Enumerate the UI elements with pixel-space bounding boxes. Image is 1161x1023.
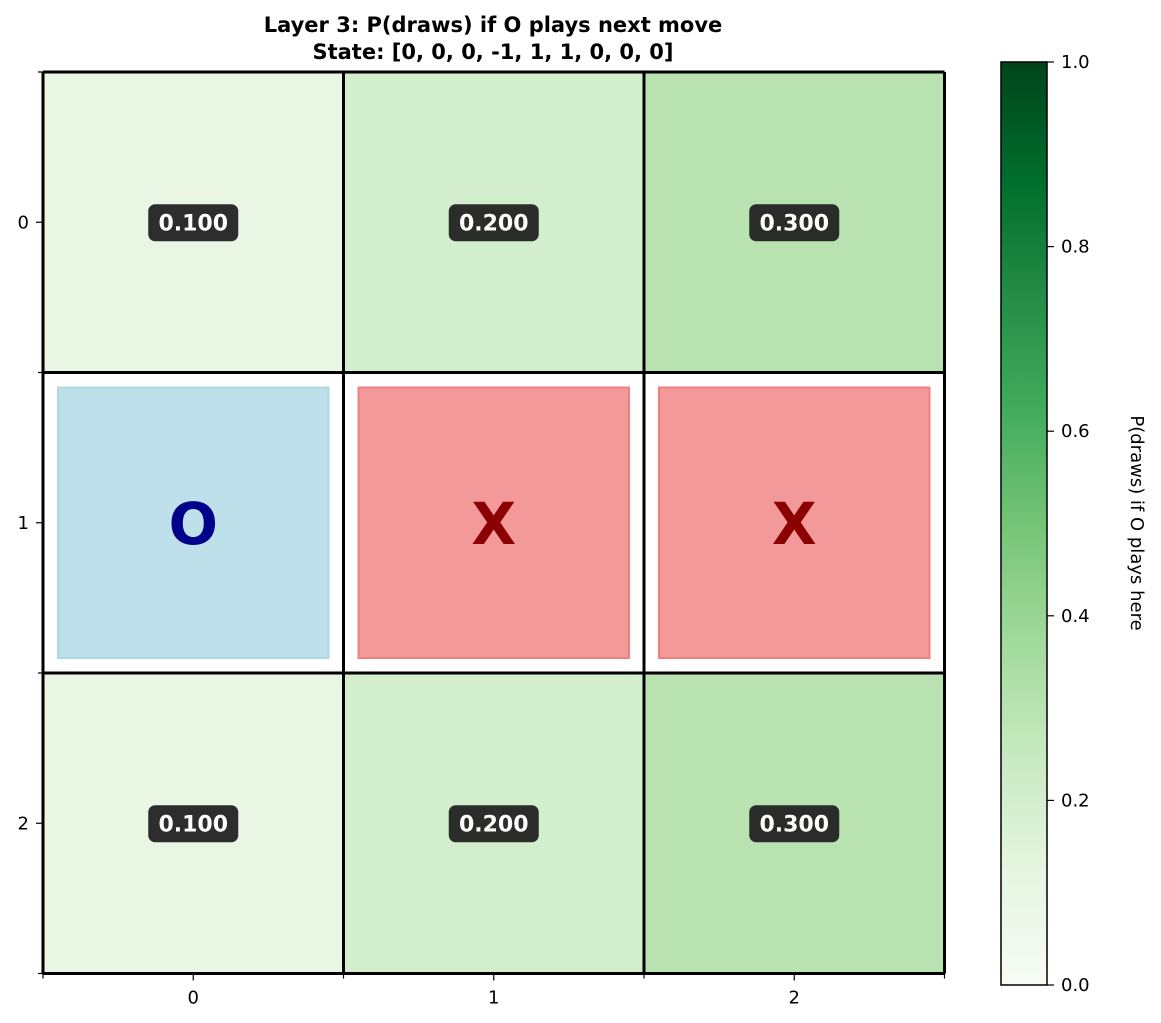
value-label: 0.300 [759, 812, 829, 837]
x-tick-label: 1 [488, 988, 499, 1009]
value-label-box [448, 805, 539, 843]
value-label: 0.200 [459, 211, 529, 236]
value-label: 0.300 [759, 211, 829, 236]
value-label: 0.100 [158, 211, 228, 236]
x-piece-label: X [772, 490, 817, 558]
y-tick-label: 1 [18, 513, 29, 534]
value-label: 0.200 [459, 812, 529, 837]
o-piece-box [57, 386, 330, 659]
colorbar-label: P(draws) if O plays here [1126, 415, 1147, 630]
colorbar-tick-label: 1.0 [1061, 52, 1090, 73]
value-label-box [749, 204, 840, 242]
value-label-box [749, 805, 840, 843]
chart-title: Layer 3: P(draws) if O plays next move [264, 13, 723, 37]
colorbar-tick-label: 0.2 [1061, 790, 1090, 811]
colorbar-tick-label: 0.6 [1061, 421, 1090, 442]
chart-subtitle: State: [0, 0, 0, -1, 1, 1, 0, 0, 0] [312, 40, 673, 64]
colorbar-tick-label: 0.8 [1061, 237, 1090, 258]
y-tick-label: 2 [18, 813, 29, 834]
value-label-box [148, 805, 239, 843]
x-piece-label: X [471, 490, 516, 558]
value-label: 0.100 [158, 812, 228, 837]
colorbar-gradient [1000, 61, 1048, 986]
x-tick-label: 0 [188, 988, 199, 1009]
value-label-box [148, 204, 239, 242]
colorbar-tick-label: 0.0 [1061, 975, 1090, 996]
x-piece-box [658, 386, 931, 659]
x-tick-label: 2 [789, 988, 800, 1009]
o-piece-label: O [169, 490, 218, 558]
colorbar-tick-label: 0.4 [1061, 606, 1090, 627]
x-piece-box [357, 386, 630, 659]
value-label-box [448, 204, 539, 242]
y-tick-label: 0 [18, 212, 29, 233]
